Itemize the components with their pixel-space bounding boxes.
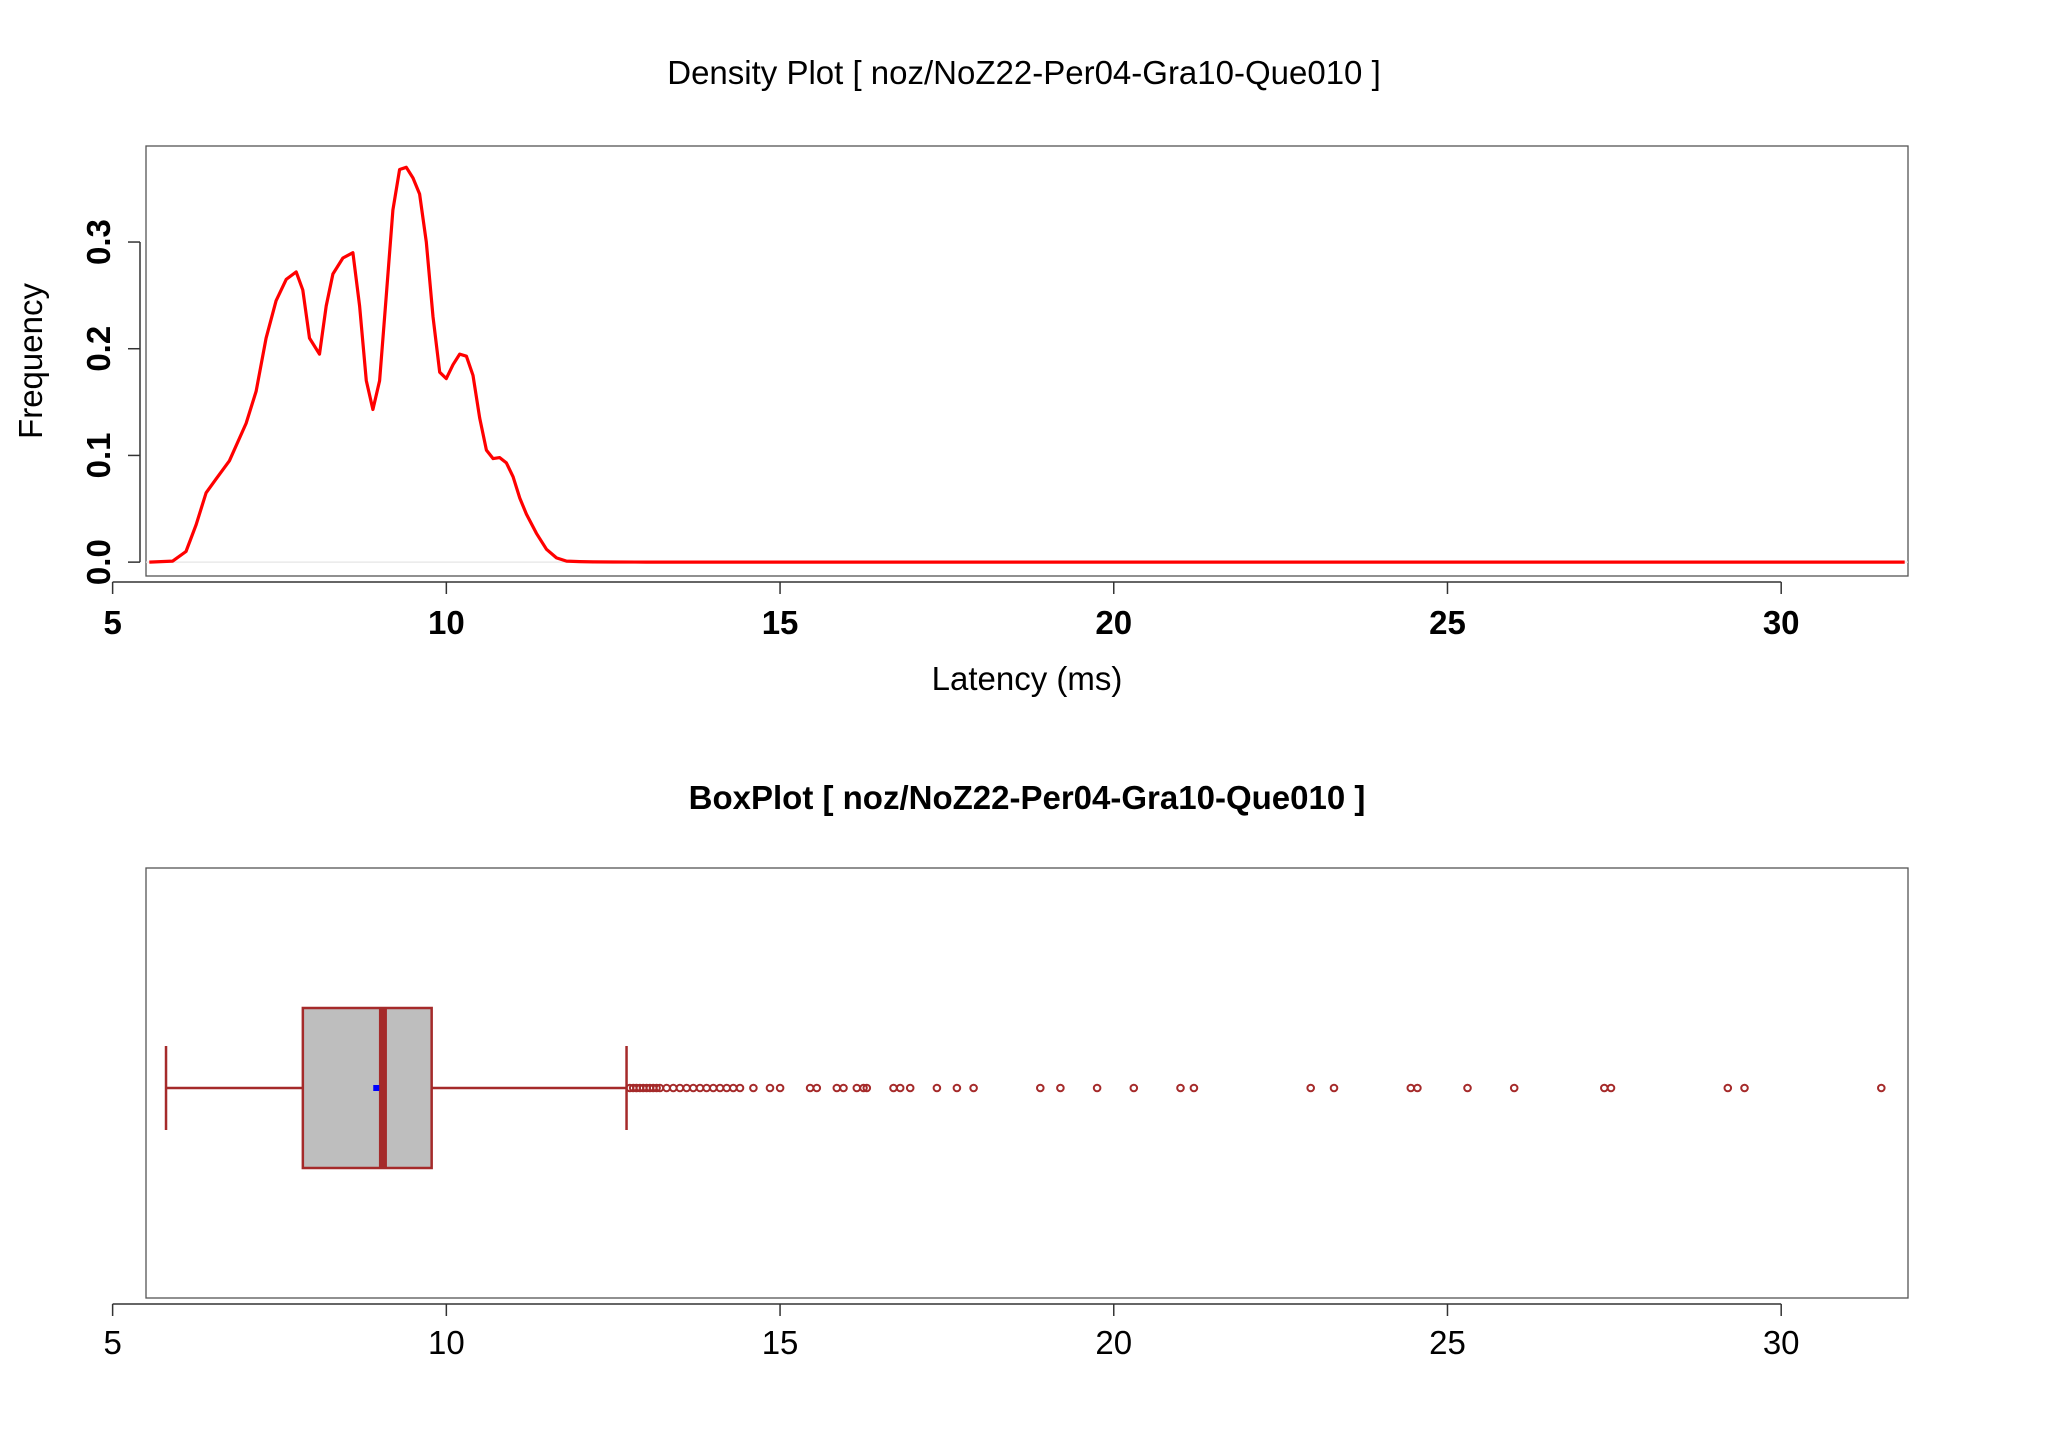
- box-outlier-point: [1740, 1083, 1749, 1093]
- box-outlier-point: [839, 1083, 848, 1093]
- box-outlier-point: [969, 1083, 978, 1093]
- box-outlier-point: [1129, 1083, 1139, 1093]
- box-outlier-point: [895, 1083, 905, 1093]
- density-y-tick-label: 0.3: [80, 219, 117, 265]
- box-outlier-point: [1600, 1083, 1609, 1093]
- density-x-axis: 5 10 15 20 25 30: [103, 581, 1800, 641]
- box-x-tick-label: 15: [762, 1324, 799, 1361]
- box-outliers: [625, 1083, 1886, 1093]
- box-plot: [164, 1006, 628, 1170]
- density-plot-frame: [145, 145, 1909, 577]
- box-outlier-point: [729, 1083, 738, 1093]
- density-x-tick-label: 10: [428, 604, 465, 641]
- box-panel: BoxPlot [ noz/NoZ22-Per04-Gra10-Que010 ]…: [103, 779, 1909, 1361]
- box-outlier-point: [689, 1083, 698, 1093]
- box-x-tick-label: 10: [428, 1324, 465, 1361]
- box-outlier-point: [812, 1083, 822, 1093]
- box-x-axis: 5 10 15 20 25 30: [103, 1303, 1800, 1361]
- box-outlier-point: [1092, 1083, 1102, 1093]
- density-panel: Density Plot [ noz/NoZ22-Per04-Gra10-Que…: [12, 54, 1909, 697]
- box-plot-frame: [145, 867, 1909, 1299]
- density-x-tick-label: 25: [1429, 604, 1466, 641]
- box-outlier-point: [682, 1083, 691, 1093]
- box-outlier-point: [749, 1083, 758, 1093]
- box-outlier-point: [832, 1083, 842, 1093]
- density-y-tick-label: 0.1: [80, 432, 117, 478]
- density-curve: [149, 165, 1905, 564]
- box-outlier-point: [765, 1083, 775, 1093]
- box-outlier-point: [1413, 1083, 1422, 1093]
- box-x-tick-label: 25: [1429, 1324, 1466, 1361]
- box-x-tick-label: 20: [1095, 1324, 1132, 1361]
- box-outlier-point: [1056, 1083, 1065, 1093]
- box-outlier-point: [859, 1083, 868, 1093]
- density-y-axis-label: Frequency: [12, 283, 49, 439]
- box-outlier-point: [1606, 1083, 1616, 1093]
- density-x-axis-label: Latency (ms): [932, 660, 1123, 697]
- box-outlier-point: [735, 1083, 745, 1093]
- box-outlier-point: [662, 1083, 671, 1093]
- box-outlier-point: [952, 1083, 962, 1093]
- box-outlier-point: [702, 1083, 711, 1093]
- box-outlier-point: [852, 1083, 862, 1093]
- density-y-tick-label: 0.2: [80, 326, 117, 372]
- density-title: Density Plot [ noz/NoZ22-Per04-Gra10-Que…: [667, 54, 1381, 91]
- box-outlier-point: [1509, 1083, 1519, 1093]
- box-outlier-point: [862, 1083, 872, 1093]
- box-iqr: [301, 1006, 433, 1170]
- density-x-tick-label: 5: [103, 604, 121, 641]
- box-x-tick-label: 5: [103, 1324, 121, 1361]
- box-outlier-point: [775, 1083, 785, 1093]
- box-outlier-point: [932, 1083, 942, 1093]
- box-outlier-point: [709, 1083, 718, 1093]
- box-outlier-point: [675, 1083, 685, 1093]
- box-outlier-point: [1036, 1083, 1045, 1093]
- box-outlier-point: [652, 1083, 661, 1093]
- box-outlier-point: [1176, 1083, 1185, 1093]
- box-outlier-point: [1329, 1083, 1339, 1093]
- box-mean-marker: [373, 1085, 380, 1091]
- density-x-tick-label: 20: [1095, 604, 1132, 641]
- density-y-axis: 0.0 0.1 0.2 0.3: [80, 219, 141, 585]
- box-outlier-point: [805, 1083, 815, 1093]
- box-outlier-point: [905, 1083, 915, 1093]
- box-outlier-point: [715, 1083, 725, 1093]
- box-title: BoxPlot [ noz/NoZ22-Per04-Gra10-Que010 ]: [689, 779, 1366, 816]
- box-outlier-point: [889, 1083, 898, 1093]
- box-outlier-point: [1189, 1083, 1199, 1093]
- box-outlier-point: [1877, 1083, 1886, 1093]
- box-x-tick-label: 30: [1763, 1324, 1800, 1361]
- box-outlier-point: [1723, 1083, 1733, 1093]
- box-outlier-point: [1306, 1083, 1315, 1093]
- density-x-tick-label: 15: [762, 604, 799, 641]
- density-y-tick-label: 0.0: [80, 539, 117, 585]
- box-outlier-point: [1463, 1083, 1472, 1093]
- density-x-tick-label: 30: [1763, 604, 1800, 641]
